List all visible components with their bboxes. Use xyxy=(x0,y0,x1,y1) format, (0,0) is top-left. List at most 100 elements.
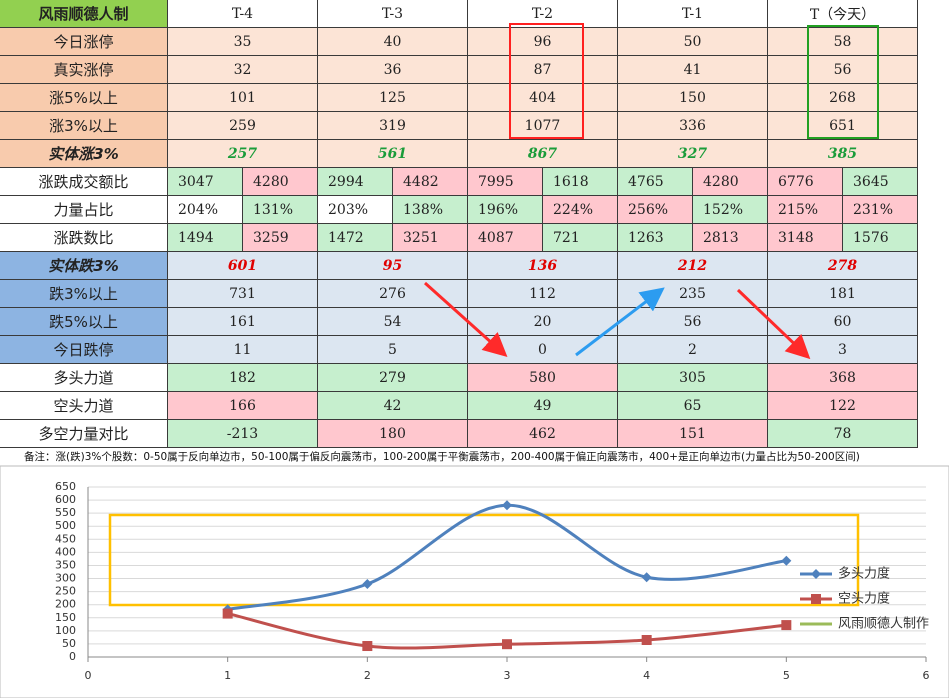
table-cell: 2 xyxy=(618,336,768,364)
table-cell: 231% xyxy=(843,196,918,224)
table-cell: 78 xyxy=(768,420,918,448)
table-cell: 4087 xyxy=(468,224,543,252)
x-tick-label: 6 xyxy=(923,669,930,682)
table-cell: 319 xyxy=(318,112,468,140)
y-tick-label: 0 xyxy=(69,650,76,663)
y-tick-label: 350 xyxy=(55,558,76,571)
row-label: 跌3%以上 xyxy=(0,280,168,308)
table-cell: 212 xyxy=(618,252,768,280)
row-label: 涨5%以上 xyxy=(0,84,168,112)
table-cell: 152% xyxy=(693,196,768,224)
table-cell: 404 xyxy=(468,84,618,112)
table-cell: 561 xyxy=(318,140,468,168)
table-cell: 41 xyxy=(618,56,768,84)
table-cell: 151 xyxy=(618,420,768,448)
table-cell: 56 xyxy=(768,56,918,84)
table-cell: 257 xyxy=(168,140,318,168)
y-tick-label: 550 xyxy=(55,506,76,519)
table-cell: 305 xyxy=(618,364,768,392)
table-cell: 3645 xyxy=(843,168,918,196)
table-cell: 4280 xyxy=(693,168,768,196)
table-cell: 276 xyxy=(318,280,468,308)
table-cell: 166 xyxy=(168,392,318,420)
table-cell: 150 xyxy=(618,84,768,112)
y-tick-label: 650 xyxy=(55,480,76,493)
corner-header: 风雨顺德人制 xyxy=(0,0,168,28)
table-cell: 42 xyxy=(318,392,468,420)
table-cell: 136 xyxy=(468,252,618,280)
marker xyxy=(362,641,373,652)
column-header: T-4 xyxy=(168,0,318,28)
table-cell: 196% xyxy=(468,196,543,224)
legend-label: 风雨顺德人制作 xyxy=(838,617,929,632)
y-tick-label: 500 xyxy=(55,519,76,532)
table-cell: 224% xyxy=(543,196,618,224)
row-label: 今日跌停 xyxy=(0,336,168,364)
table-cell: 256% xyxy=(618,196,693,224)
table-cell: 601 xyxy=(168,252,318,280)
row-label: 多头力道 xyxy=(0,364,168,392)
y-tick-label: 600 xyxy=(55,493,76,506)
table-cell: 1494 xyxy=(168,224,243,252)
table-cell: -213 xyxy=(168,420,318,448)
marker xyxy=(641,635,652,645)
table-cell: 35 xyxy=(168,28,318,56)
table-cell: 3148 xyxy=(768,224,843,252)
table-cell: 138% xyxy=(393,196,468,224)
row-label: 实体涨3% xyxy=(0,140,168,168)
y-tick-label: 150 xyxy=(55,611,76,624)
table-cell: 6776 xyxy=(768,168,843,196)
row-label: 今日涨停 xyxy=(0,28,168,56)
legend-label: 空头力度 xyxy=(838,591,890,607)
table-cell: 56 xyxy=(618,308,768,336)
x-tick-label: 2 xyxy=(364,669,371,682)
table-cell: 721 xyxy=(543,224,618,252)
table-cell: 4765 xyxy=(618,168,693,196)
y-tick-label: 200 xyxy=(55,598,76,611)
row-label: 真实涨停 xyxy=(0,56,168,84)
table-cell: 125 xyxy=(318,84,468,112)
column-header: T（今天） xyxy=(768,0,918,28)
table-cell: 1077 xyxy=(468,112,618,140)
x-tick-label: 4 xyxy=(643,669,650,682)
table-cell: 1618 xyxy=(543,168,618,196)
y-tick-label: 250 xyxy=(55,585,76,598)
table-cell: 4482 xyxy=(393,168,468,196)
table-cell: 87 xyxy=(468,56,618,84)
table-cell: 60 xyxy=(768,308,918,336)
arrow xyxy=(736,288,811,360)
table-cell: 462 xyxy=(468,420,618,448)
arrow xyxy=(423,281,508,358)
y-tick-label: 450 xyxy=(55,532,76,545)
row-label: 涨3%以上 xyxy=(0,112,168,140)
table-cell: 2813 xyxy=(693,224,768,252)
x-tick-label: 1 xyxy=(224,669,231,682)
table-cell: 131% xyxy=(243,196,318,224)
table-cell: 65 xyxy=(618,392,768,420)
marker xyxy=(781,555,792,566)
column-header: T-3 xyxy=(318,0,468,28)
table-cell: 279 xyxy=(318,364,468,392)
row-label: 实体跌3% xyxy=(0,252,168,280)
x-tick-label: 3 xyxy=(504,669,511,682)
table-cell: 1472 xyxy=(318,224,393,252)
table-cell: 20 xyxy=(468,308,618,336)
table-cell: 122 xyxy=(768,392,918,420)
table-cell: 259 xyxy=(168,112,318,140)
table-cell: 731 xyxy=(168,280,318,308)
table-cell: 54 xyxy=(318,308,468,336)
table-cell: 867 xyxy=(468,140,618,168)
table-cell: 651 xyxy=(768,112,918,140)
table-cell: 1576 xyxy=(843,224,918,252)
y-tick-label: 300 xyxy=(55,572,76,585)
table-cell: 180 xyxy=(318,420,468,448)
table-cell: 4280 xyxy=(243,168,318,196)
marker xyxy=(362,579,373,590)
legend-marker xyxy=(811,594,821,604)
table-cell: 2994 xyxy=(318,168,393,196)
arrow xyxy=(575,287,665,357)
x-tick-label: 5 xyxy=(783,669,790,682)
annotation-box xyxy=(108,513,860,607)
table-cell: 161 xyxy=(168,308,318,336)
